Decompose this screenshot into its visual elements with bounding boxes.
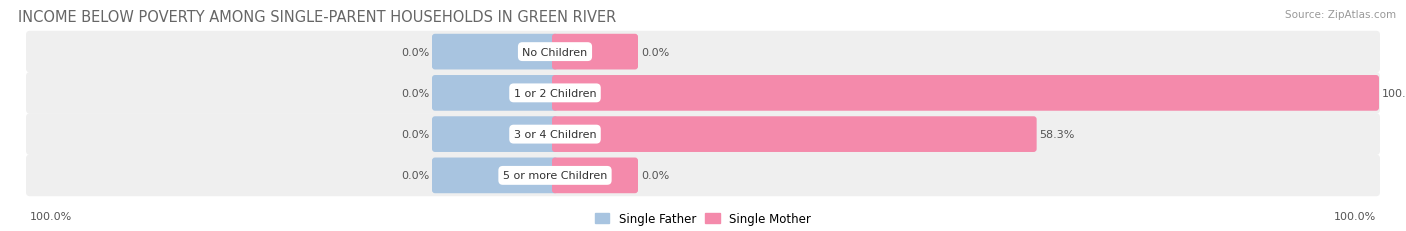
Text: 100.0%: 100.0% xyxy=(1334,211,1376,221)
Text: 0.0%: 0.0% xyxy=(401,171,429,181)
Text: 3 or 4 Children: 3 or 4 Children xyxy=(513,130,596,140)
Legend: Single Father, Single Mother: Single Father, Single Mother xyxy=(595,212,811,225)
FancyBboxPatch shape xyxy=(553,76,1379,111)
Text: 5 or more Children: 5 or more Children xyxy=(503,171,607,181)
FancyBboxPatch shape xyxy=(553,117,1036,152)
FancyBboxPatch shape xyxy=(432,117,558,152)
FancyBboxPatch shape xyxy=(432,76,558,111)
FancyBboxPatch shape xyxy=(432,158,558,193)
FancyBboxPatch shape xyxy=(25,155,1381,196)
FancyBboxPatch shape xyxy=(553,158,638,193)
FancyBboxPatch shape xyxy=(432,35,558,70)
FancyBboxPatch shape xyxy=(553,35,638,70)
Text: 0.0%: 0.0% xyxy=(401,130,429,140)
FancyBboxPatch shape xyxy=(25,73,1381,114)
FancyBboxPatch shape xyxy=(25,114,1381,155)
Text: 0.0%: 0.0% xyxy=(401,88,429,98)
Text: Source: ZipAtlas.com: Source: ZipAtlas.com xyxy=(1285,10,1396,20)
Text: 58.3%: 58.3% xyxy=(1039,130,1076,140)
Text: 0.0%: 0.0% xyxy=(401,47,429,57)
Text: 100.0%: 100.0% xyxy=(30,211,72,221)
Text: INCOME BELOW POVERTY AMONG SINGLE-PARENT HOUSEHOLDS IN GREEN RIVER: INCOME BELOW POVERTY AMONG SINGLE-PARENT… xyxy=(18,10,616,25)
FancyBboxPatch shape xyxy=(25,32,1381,73)
Text: 0.0%: 0.0% xyxy=(641,47,669,57)
Text: 1 or 2 Children: 1 or 2 Children xyxy=(513,88,596,98)
Text: 0.0%: 0.0% xyxy=(641,171,669,181)
Text: 100.0%: 100.0% xyxy=(1382,88,1406,98)
Text: No Children: No Children xyxy=(523,47,588,57)
